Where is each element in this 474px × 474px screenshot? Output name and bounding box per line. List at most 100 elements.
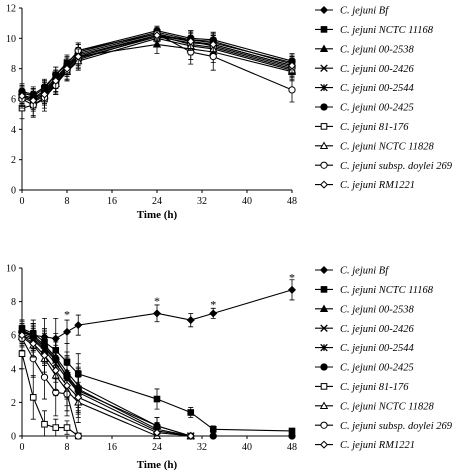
x-tick-label: 48 xyxy=(287,442,297,453)
series-line xyxy=(21,338,79,437)
x-tick-label: 32 xyxy=(197,196,207,207)
legend-marker xyxy=(320,286,328,293)
legend-marker xyxy=(320,324,328,332)
data-point xyxy=(209,309,218,318)
x-tick-label: 0 xyxy=(20,196,25,207)
data-point xyxy=(17,91,27,100)
data-point xyxy=(40,373,49,381)
data-point xyxy=(74,52,83,61)
data-point xyxy=(152,309,162,318)
series-line xyxy=(21,33,293,106)
legend-label: C. jejuni Bf xyxy=(340,6,390,17)
legend-label: C. jejuni 00-2426 xyxy=(340,324,415,335)
y-tick-label: 2 xyxy=(11,398,16,409)
legend-marker xyxy=(320,103,328,111)
series-line xyxy=(21,327,293,432)
y-tick-label: 10 xyxy=(6,34,16,45)
series-8 xyxy=(17,31,297,112)
data-point xyxy=(209,432,217,440)
data-point xyxy=(153,395,161,403)
y-tick-label: 10 xyxy=(6,264,16,275)
x-tick-label: 16 xyxy=(107,442,117,453)
series-line xyxy=(21,34,293,109)
data-point xyxy=(62,64,72,73)
series-line xyxy=(21,37,293,103)
data-point xyxy=(209,425,217,433)
y-tick-label: 0 xyxy=(11,186,16,197)
data-point xyxy=(152,31,162,40)
legend-marker xyxy=(319,304,329,312)
y-tick-label: 4 xyxy=(11,125,16,136)
y-tick-label: 4 xyxy=(11,364,16,375)
legend-marker xyxy=(320,421,328,429)
legend-label: C. jejuni RM1221 xyxy=(340,180,415,191)
x-axis-label: Time (h) xyxy=(137,209,178,221)
legend-label: C. jejuni 00-2538 xyxy=(340,304,415,315)
y-tick-label: 12 xyxy=(6,4,16,15)
data-point xyxy=(74,432,82,440)
legend-label: C. jejuni 00-2544 xyxy=(340,83,415,94)
y-tick-label: 6 xyxy=(11,331,16,342)
legend-marker xyxy=(319,141,329,149)
legend-marker xyxy=(320,343,328,352)
data-point xyxy=(29,339,38,348)
data-point xyxy=(40,90,49,99)
data-point xyxy=(29,96,38,105)
series-line xyxy=(21,30,293,96)
significance-star: * xyxy=(64,307,70,321)
legend-label: C. jejuni 81-176 xyxy=(340,122,409,133)
data-point xyxy=(209,40,218,49)
data-point xyxy=(63,424,71,431)
series-6 xyxy=(18,321,296,440)
legend-label: C. jejuni 00-2538 xyxy=(340,44,415,55)
legend-label: C. jejuni NCTC 11168 xyxy=(340,25,434,36)
data-point xyxy=(152,428,162,437)
significance-star: * xyxy=(289,270,295,284)
data-point xyxy=(74,321,83,330)
legend-marker xyxy=(320,83,328,92)
legend-marker xyxy=(320,64,328,72)
data-point xyxy=(52,424,60,431)
series-line xyxy=(21,289,293,340)
data-point xyxy=(74,393,83,402)
legend-marker xyxy=(319,180,329,189)
legend-label: C. jejuni NCTC 11168 xyxy=(340,285,434,296)
legend-label: C. jejuni subsp. doylei 269 xyxy=(340,421,453,432)
data-point xyxy=(288,432,296,440)
legend-marker xyxy=(319,401,329,409)
legend-marker xyxy=(320,123,328,130)
data-point xyxy=(29,394,37,401)
y-tick-label: 8 xyxy=(11,64,16,75)
y-tick-label: 0 xyxy=(11,432,16,443)
data-point xyxy=(187,409,195,416)
y-tick-label: 6 xyxy=(11,95,16,106)
series-10 xyxy=(17,28,297,109)
legend-marker xyxy=(320,363,328,371)
legend-marker xyxy=(319,440,329,449)
legend-label: C. jejuni RM1221 xyxy=(340,440,415,451)
x-tick-label: 48 xyxy=(287,196,297,207)
legend-marker xyxy=(319,5,329,15)
data-point xyxy=(41,420,48,428)
data-point xyxy=(62,327,72,336)
legend-marker xyxy=(320,383,328,390)
data-point xyxy=(186,316,195,325)
y-tick-label: 2 xyxy=(11,155,16,166)
data-point xyxy=(209,52,217,61)
x-tick-label: 16 xyxy=(107,196,117,207)
series-1 xyxy=(17,279,297,360)
x-tick-label: 40 xyxy=(242,442,252,453)
data-point xyxy=(40,351,49,360)
data-point xyxy=(287,61,297,70)
x-tick-label: 0 xyxy=(20,442,25,453)
legend-label: C. jejuni Bf xyxy=(340,266,390,277)
data-point xyxy=(17,331,27,340)
legend-label: C. jejuni NCTC 11828 xyxy=(340,401,434,412)
data-point xyxy=(186,37,195,46)
legend-marker xyxy=(320,26,328,33)
legend-label: C. jejuni 81-176 xyxy=(340,382,409,393)
data-point xyxy=(288,86,296,94)
